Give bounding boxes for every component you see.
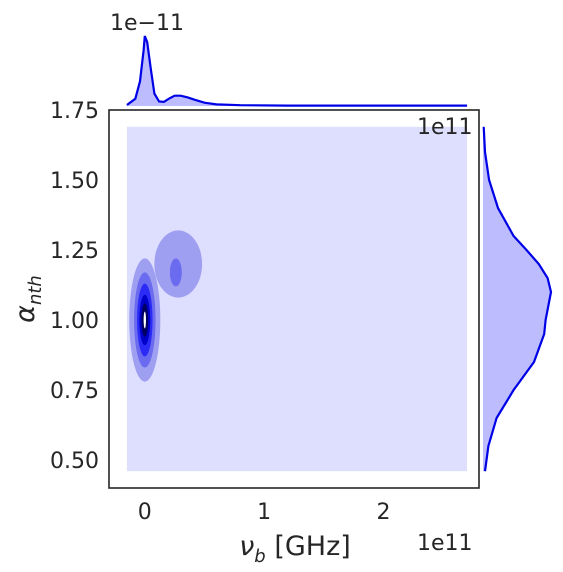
x-axis-ticks: 0 1 2: [138, 500, 391, 525]
y-tick-label: 1.50: [50, 169, 99, 194]
y-tick-label: 1.00: [50, 309, 99, 334]
y-tick-label: 0.50: [50, 449, 99, 474]
x-tick-label: 0: [138, 500, 152, 525]
x-axis-scale-text: 1e11: [417, 531, 473, 556]
y-marginal-fill: [483, 126, 551, 472]
y-tick-label: 0.75: [50, 379, 99, 404]
y-tick-label: 1.25: [50, 239, 99, 264]
x-marginal-curve: [126, 35, 468, 107]
main-plot-frame: [108, 109, 480, 489]
y-marginal-scale-text: 1e11: [417, 115, 473, 140]
y-tick-label: 1.75: [50, 99, 99, 124]
y-marginal-density: [482, 126, 553, 472]
y-marginal-curve: [482, 126, 553, 472]
x-tick-label: 1: [257, 500, 271, 525]
x-tick-label: 2: [377, 500, 391, 525]
x-marginal-density: [126, 35, 468, 107]
y-axis-label: αnth: [10, 275, 46, 323]
y-axis-ticks: 0.50 0.75 1.00 1.25 1.50 1.75: [50, 99, 99, 474]
kde-lowest-level-region: [126, 126, 468, 472]
x-axis-label: νb [GHz]: [239, 531, 351, 567]
x-marginal-scale-text: 1e−11: [110, 11, 184, 36]
main-plot: [108, 109, 480, 489]
kde-contour-level-6-blob-1: [143, 311, 147, 329]
kde-contour-level-2-blob-2: [169, 258, 182, 287]
